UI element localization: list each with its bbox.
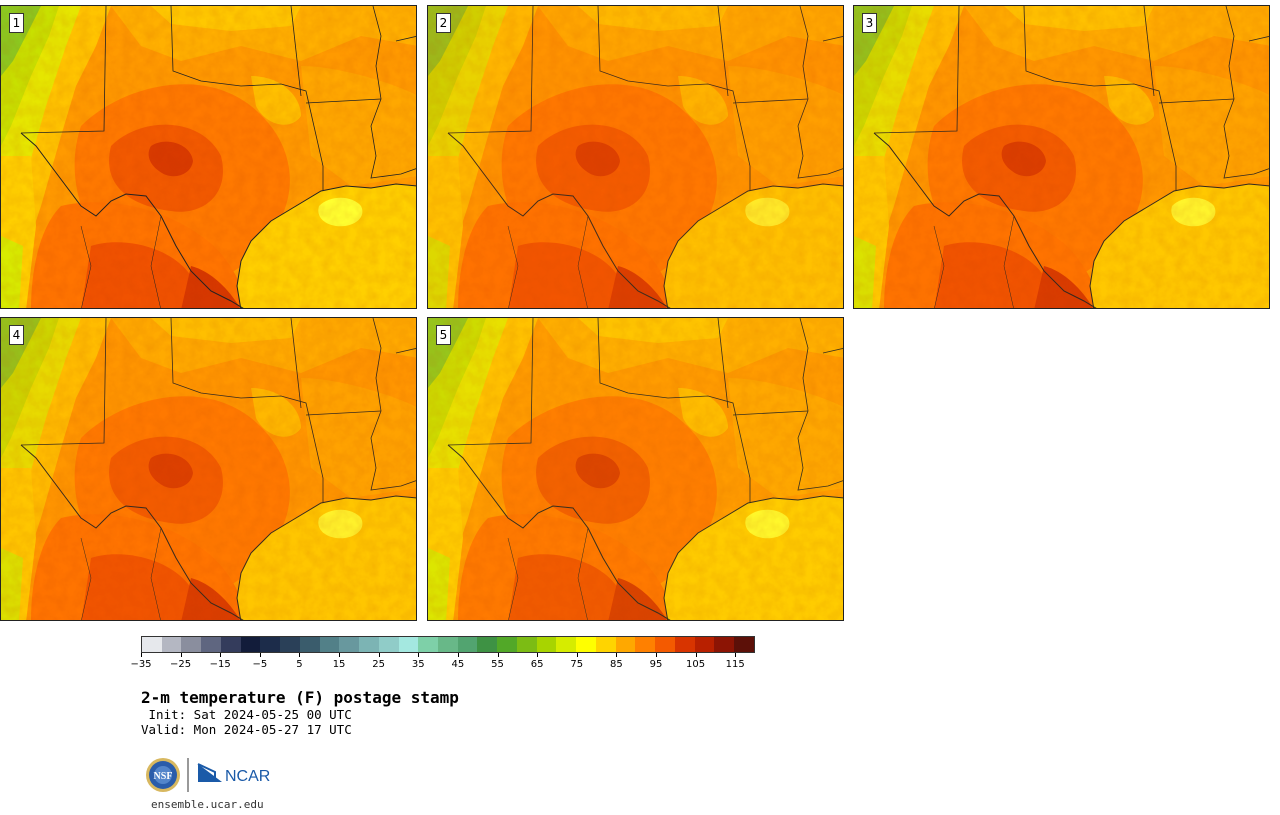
map-image — [1, 318, 416, 620]
colorbar-swatch — [398, 637, 419, 652]
colorbar-swatch — [418, 637, 439, 652]
colorbar-swatch — [516, 637, 537, 652]
map-image — [428, 6, 843, 308]
member-label: 5 — [436, 325, 451, 345]
map-panel-3: 3 — [853, 5, 1270, 309]
colorbar-swatch — [359, 637, 379, 652]
colorbar-tick — [576, 653, 578, 657]
colorbar-tick — [616, 653, 618, 657]
colorbar-swatch — [536, 637, 557, 652]
colorbar-tick-label: −25 — [170, 659, 192, 670]
colorbar-tick-label: 45 — [451, 659, 465, 670]
chart-title: 2-m temperature (F) postage stamp — [141, 688, 459, 707]
colorbar-swatch — [319, 637, 340, 652]
colorbar-swatch — [576, 637, 596, 652]
colorbar-swatch — [339, 637, 360, 652]
colorbar — [141, 636, 755, 653]
colorbar-tick — [378, 653, 380, 657]
colorbar-swatch — [240, 637, 261, 652]
colorbar-swatch — [714, 637, 735, 652]
ncar-logo: NCAR — [197, 763, 270, 785]
colorbar-swatch — [181, 637, 202, 652]
map-panel-4: 4 — [0, 317, 417, 621]
colorbar-tick-label: 85 — [609, 659, 623, 670]
colorbar-tick-label: 105 — [686, 659, 706, 670]
colorbar-tick — [141, 653, 142, 657]
colorbar-tick — [220, 653, 222, 657]
map-image — [854, 6, 1269, 308]
colorbar-tick — [537, 653, 539, 657]
colorbar-swatch — [615, 637, 636, 652]
colorbar-tick-label: −35 — [130, 659, 152, 670]
colorbar-swatch — [477, 637, 498, 652]
colorbar-swatch — [694, 637, 715, 652]
colorbar-swatch — [674, 637, 695, 652]
colorbar-swatch — [220, 637, 241, 652]
colorbar-tick — [259, 653, 261, 657]
colorbar-tick — [418, 653, 420, 657]
colorbar-tick-label: 75 — [570, 659, 584, 670]
colorbar-ticks: −35 −25 −15 −5 5 15 25 35 45 55 65 75 85 95 105 115 — [130, 653, 755, 673]
valid-time: Valid: Mon 2024-05-27 17 UTC — [141, 722, 352, 737]
colorbar-tick — [339, 653, 341, 657]
map-image — [1, 6, 417, 309]
colorbar-tick — [180, 653, 182, 657]
colorbar-swatch — [734, 637, 754, 652]
map-panel-2: 2 — [427, 5, 844, 309]
colorbar-tick-label: 35 — [411, 659, 425, 670]
website-url: ensemble.ucar.edu — [151, 798, 264, 811]
colorbar-tick-label: 115 — [725, 659, 745, 670]
map-panel-1: 1 — [0, 5, 417, 309]
colorbar-tick — [457, 653, 459, 657]
colorbar-swatch — [497, 637, 517, 652]
colorbar-tick — [655, 653, 657, 657]
colorbar-tick-label: 5 — [296, 659, 303, 670]
map-panel-5: 5 — [427, 317, 844, 621]
colorbar-tick — [735, 653, 737, 657]
colorbar-tick-label: 55 — [491, 659, 504, 670]
nsf-logo: NSF — [146, 758, 180, 792]
colorbar-tick-label: −5 — [252, 659, 268, 670]
colorbar-tick-label: −15 — [209, 659, 231, 670]
colorbar-swatch — [161, 637, 182, 652]
colorbar-swatch — [378, 637, 399, 652]
colorbar-swatch — [457, 637, 478, 652]
colorbar-tick — [299, 653, 301, 657]
svg-text:NSF: NSF — [154, 771, 173, 782]
logos: NSF NCAR — [145, 756, 275, 794]
member-label: 3 — [862, 13, 877, 33]
colorbar-swatch — [556, 637, 577, 652]
colorbar-swatch — [260, 637, 281, 652]
svg-text:NCAR: NCAR — [225, 768, 270, 785]
member-label: 2 — [436, 13, 451, 33]
colorbar-tick — [695, 653, 697, 657]
colorbar-swatch — [280, 637, 300, 652]
map-image — [428, 318, 843, 620]
colorbar-swatch — [595, 637, 616, 652]
member-label: 4 — [9, 325, 24, 345]
colorbar-tick-label: 15 — [332, 659, 346, 670]
colorbar-swatch — [635, 637, 656, 652]
colorbar-swatch — [655, 637, 675, 652]
colorbar-tick-label: 95 — [649, 659, 663, 670]
colorbar-swatch — [142, 637, 162, 652]
init-time: Init: Sat 2024-05-25 00 UTC — [141, 707, 352, 722]
colorbar-swatch — [299, 637, 320, 652]
colorbar-tick-label: 25 — [372, 659, 386, 670]
colorbar-tick — [497, 653, 499, 657]
colorbar-swatch — [438, 637, 458, 652]
colorbar-swatch — [201, 637, 221, 652]
colorbar-tick-label: 65 — [530, 659, 544, 670]
member-label: 1 — [9, 13, 24, 33]
